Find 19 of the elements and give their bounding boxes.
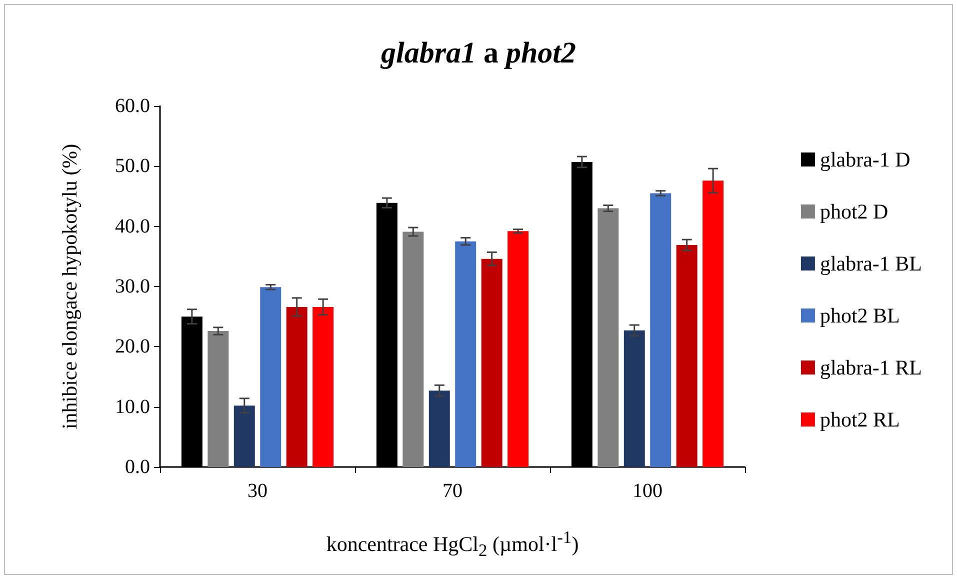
legend-label: glabra-1 D	[820, 148, 910, 172]
x-tick-label: 70	[442, 480, 462, 502]
x-axis-title: koncentrace HgCl$_{2}$ (µmol·l$^{-1}$)	[325, 527, 580, 562]
x-tick-label: 30	[248, 480, 268, 502]
chart-title: glabra1 a phot2	[380, 36, 576, 70]
legend-label: glabra-1 BL	[820, 252, 922, 276]
legend-label: phot2 D	[820, 200, 888, 224]
y-tick-label: 10.0	[115, 396, 150, 418]
legend-label: phot2 BL	[820, 304, 900, 328]
y-tick-label: 0.0	[125, 456, 150, 478]
legend-label: phot2 RL	[820, 408, 900, 432]
y-tick-label: 50.0	[115, 155, 150, 178]
y-tick-label: 40.0	[115, 215, 150, 238]
y-tick-label: 60.0	[115, 95, 150, 117]
y-tick-label: 30.0	[115, 276, 150, 298]
y-tick-label: 20.0	[115, 336, 150, 358]
y-axis-title: inhibice elongace hypokotylu (%)	[58, 144, 82, 430]
x-tick-label: 100	[632, 480, 662, 502]
legend-label: glabra-1 RL	[820, 356, 922, 380]
